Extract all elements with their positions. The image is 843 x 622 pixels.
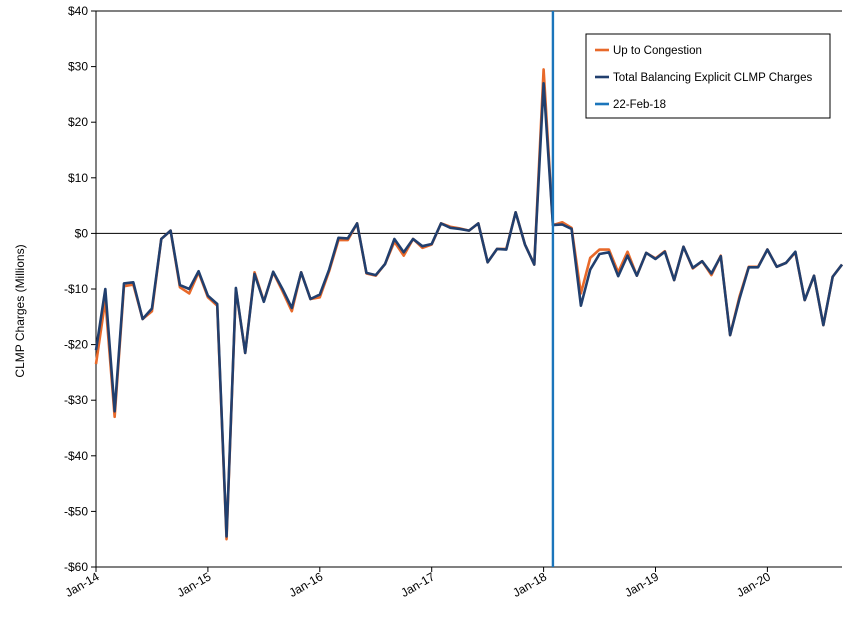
x-tick-label: Jan-16 (287, 569, 326, 600)
y-tick-label: $40 (68, 4, 88, 18)
series-line-up-to-congestion (94, 68, 843, 541)
x-tick-label: Jan-20 (734, 569, 773, 600)
y-tick-label: $10 (68, 171, 88, 185)
y-tick-label: -$40 (64, 449, 88, 463)
legend-label-up-to-congestion: Up to Congestion (613, 45, 702, 57)
legend-label-22-feb-18: 22-Feb-18 (613, 99, 666, 111)
x-tick-label: Jan-19 (622, 569, 661, 600)
y-tick-label: $30 (68, 60, 88, 74)
legend-box (585, 33, 831, 119)
y-tick-label: -$20 (64, 338, 88, 352)
y-axis-label: CLMP Charges (Millions) (13, 244, 27, 377)
y-tick-label: $20 (68, 115, 88, 129)
series-layer (94, 68, 843, 541)
x-tick-label: Jan-18 (510, 569, 549, 600)
y-tick-label: -$10 (64, 282, 88, 296)
y-tick-label: -$50 (64, 504, 88, 518)
y-tick-label: $0 (75, 226, 89, 240)
legend: Up to Congestion Total Balancing Explici… (585, 33, 831, 119)
y-tick-label: -$60 (64, 560, 88, 574)
y-tick-label: -$30 (64, 393, 88, 407)
series-line-total-balancing (94, 81, 843, 538)
x-tick-label: Jan-17 (398, 569, 437, 600)
legend-label-total-balancing: Total Balancing Explicit CLMP Charges (613, 72, 812, 84)
x-tick-label: Jan-15 (175, 569, 214, 600)
